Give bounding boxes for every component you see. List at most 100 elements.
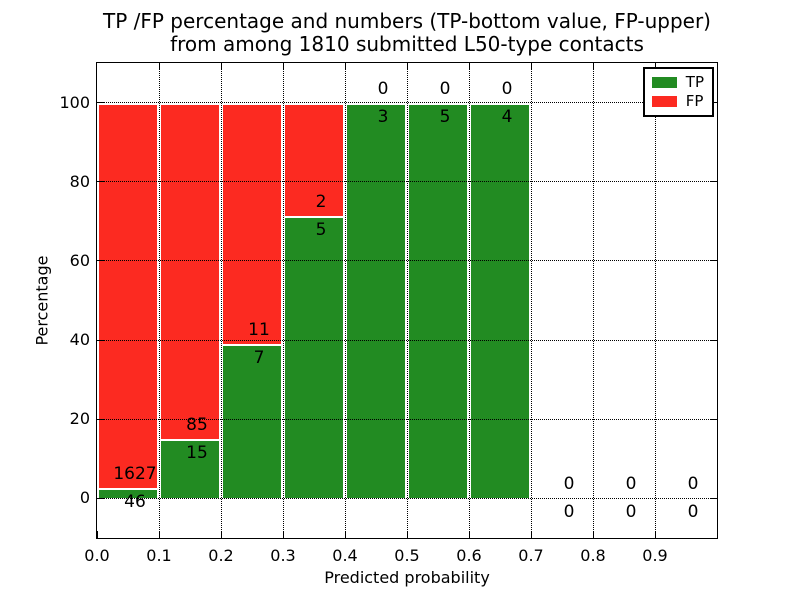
gridline-vertical xyxy=(406,63,408,538)
y-tick-left xyxy=(97,339,104,341)
fp-count-label: 2 xyxy=(315,191,327,212)
y-tick-right xyxy=(710,339,717,341)
y-tick-left xyxy=(97,497,104,499)
fp-count-label: 11 xyxy=(248,320,270,341)
tp-count-label: 15 xyxy=(186,443,208,464)
x-tick-top xyxy=(406,63,408,70)
plot-area: 1627 46 85 15 11 7 2 5 0 3 0 5 0 4 0 0 0 0 0 0 TP FP xyxy=(96,62,718,539)
y-tick-left xyxy=(97,102,104,104)
x-tick-label: 0.7 xyxy=(518,546,544,565)
legend-label: TP xyxy=(685,73,704,91)
x-tick-bottom xyxy=(158,531,160,538)
y-tick-label: 40 xyxy=(69,330,90,350)
gridline-horizontal xyxy=(97,339,717,341)
x-tick-top xyxy=(530,63,532,70)
y-tick-label: 60 xyxy=(69,250,90,270)
x-tick-label: 0.2 xyxy=(208,546,234,565)
y-tick-right xyxy=(710,260,717,262)
y-tick-label: 100 xyxy=(59,92,90,112)
legend: TP FP xyxy=(642,67,714,117)
x-tick-top xyxy=(468,63,470,70)
gridline-vertical xyxy=(344,63,346,538)
y-tick-right xyxy=(710,418,717,420)
tp-count-label: 46 xyxy=(124,491,146,512)
x-tick-top xyxy=(282,63,284,70)
gridline-vertical xyxy=(592,63,594,538)
gridline-vertical xyxy=(158,63,160,538)
x-tick-bottom xyxy=(96,531,98,538)
gridline-horizontal xyxy=(97,497,717,499)
x-tick-bottom xyxy=(468,531,470,538)
fp-count-label: 0 xyxy=(501,78,513,99)
fp-count-label: 1627 xyxy=(113,463,157,484)
x-tick-bottom xyxy=(530,531,532,538)
bar-tp-segment xyxy=(283,215,345,499)
plot-layers: 1627 46 85 15 11 7 2 5 0 3 0 5 0 4 0 0 0 0 0 0 xyxy=(96,63,717,538)
x-tick-label: 0.8 xyxy=(580,546,606,565)
gridline-vertical xyxy=(220,63,222,538)
legend-item: FP xyxy=(651,92,704,111)
legend-label: FP xyxy=(685,92,704,110)
bar-tp-segment xyxy=(469,102,531,499)
gridline-horizontal xyxy=(97,260,717,262)
tp-count-label: 0 xyxy=(687,502,699,523)
fp-count-label: 0 xyxy=(563,474,575,495)
fp-count-label: 85 xyxy=(186,415,208,436)
bar-fp-segment xyxy=(221,102,283,345)
tp-count-label: 0 xyxy=(563,502,575,523)
y-tick-label: 0 xyxy=(79,488,90,508)
x-tick-top xyxy=(220,63,222,70)
y-tick-label: 80 xyxy=(69,171,90,191)
x-tick-top xyxy=(158,63,160,70)
gridline-vertical xyxy=(282,63,284,538)
gridline-horizontal xyxy=(97,181,717,183)
tp-count-label: 3 xyxy=(377,106,389,127)
gridline-vertical xyxy=(468,63,470,538)
x-tick-bottom xyxy=(282,531,284,538)
gridline-horizontal xyxy=(97,418,717,420)
x-tick-label: 0.3 xyxy=(270,546,296,565)
x-tick-label: 0.9 xyxy=(642,546,668,565)
tp-count-label: 7 xyxy=(253,348,265,369)
fp-count-label: 0 xyxy=(625,474,637,495)
gridline-vertical xyxy=(654,63,656,538)
chart-title: TP /FP percentage and numbers (TP-bottom… xyxy=(96,10,718,56)
tp-count-label: 5 xyxy=(439,106,451,127)
fp-count-label: 0 xyxy=(439,78,451,99)
x-tick-label: 0.5 xyxy=(394,546,420,565)
legend-item: TP xyxy=(651,73,704,92)
x-tick-label: 0.0 xyxy=(84,546,110,565)
legend-swatch-fp xyxy=(651,96,677,107)
fp-count-label: 0 xyxy=(687,474,699,495)
chart-title-line2: from among 1810 submitted L50-type conta… xyxy=(170,32,644,56)
x-tick-label: 0.1 xyxy=(146,546,172,565)
x-tick-top xyxy=(654,63,656,70)
gridline-horizontal xyxy=(97,102,717,104)
y-tick-label: 20 xyxy=(69,409,90,429)
x-tick-label: 0.6 xyxy=(456,546,482,565)
bar-tp-segment xyxy=(407,102,469,499)
bar-fp-segment xyxy=(159,102,221,440)
bar-tp-segment xyxy=(159,439,221,499)
y-tick-left xyxy=(97,260,104,262)
bar-tp-segment xyxy=(345,102,407,499)
bar-fp-segment xyxy=(97,102,159,488)
tp-count-label: 0 xyxy=(625,502,637,523)
x-axis-label: Predicted probability xyxy=(324,568,490,587)
fp-count-label: 0 xyxy=(377,78,389,99)
y-tick-right xyxy=(710,181,717,183)
x-tick-label: 0.4 xyxy=(332,546,358,565)
bar-tp-segment xyxy=(97,487,159,499)
y-tick-left xyxy=(97,418,104,420)
x-tick-bottom xyxy=(406,531,408,538)
chart-title-line1: TP /FP percentage and numbers (TP-bottom… xyxy=(103,9,711,33)
x-tick-bottom xyxy=(654,531,656,538)
x-tick-bottom xyxy=(220,531,222,538)
y-tick-right xyxy=(710,497,717,499)
tp-count-label: 4 xyxy=(501,106,513,127)
x-tick-top xyxy=(344,63,346,70)
y-tick-left xyxy=(97,181,104,183)
bar-tp-segment xyxy=(221,344,283,499)
tp-count-label: 5 xyxy=(315,219,327,240)
